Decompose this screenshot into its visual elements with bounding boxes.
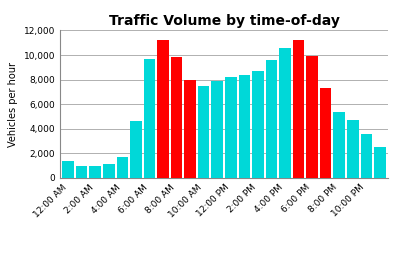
Bar (130, 121, 142, 178)
Bar (76, 166, 88, 178)
Bar (320, 88, 332, 178)
Bar (62, 161, 74, 178)
Bar (374, 147, 386, 178)
Bar (90, 166, 101, 178)
Bar (198, 86, 210, 178)
Bar (184, 80, 196, 178)
Bar (157, 40, 169, 178)
Bar (212, 81, 223, 178)
Bar (279, 48, 291, 178)
Bar (103, 164, 114, 178)
Bar (225, 77, 236, 178)
Bar (293, 40, 304, 178)
Bar (360, 134, 372, 178)
Bar (238, 75, 250, 178)
Bar (144, 59, 155, 178)
Bar (266, 60, 277, 178)
Bar (116, 157, 128, 178)
Title: Traffic Volume by time-of-day: Traffic Volume by time-of-day (108, 14, 340, 28)
Bar (252, 71, 264, 178)
Y-axis label: Vehicles per hour: Vehicles per hour (8, 62, 18, 147)
Bar (347, 120, 358, 178)
Bar (306, 56, 318, 178)
Bar (171, 57, 182, 178)
Bar (334, 112, 345, 178)
